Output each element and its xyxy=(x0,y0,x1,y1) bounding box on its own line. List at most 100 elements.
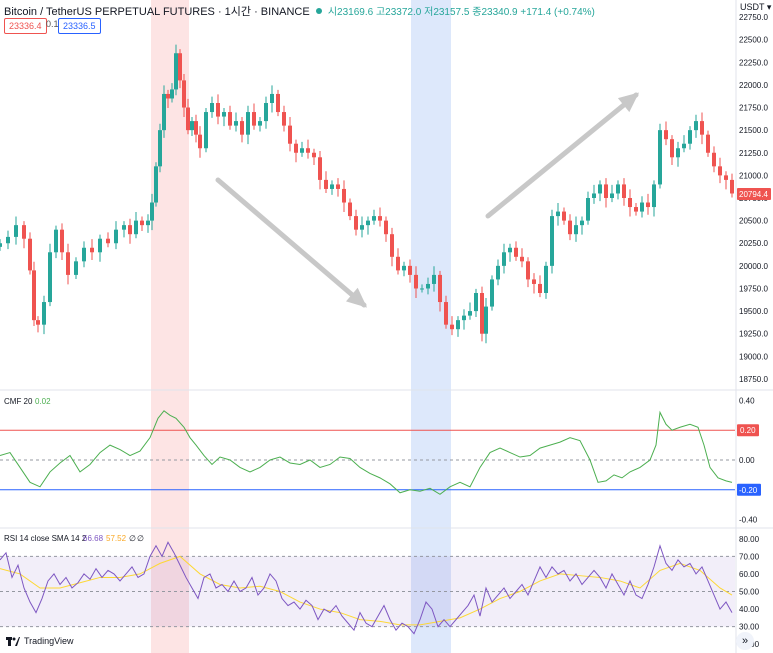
buy-price-button[interactable]: 23336.5 xyxy=(58,18,101,34)
trend-arrow-down-shaft xyxy=(215,177,367,308)
candle-body xyxy=(178,53,182,81)
rsi-title: RSI 14 close SMA 14 2 xyxy=(4,534,87,543)
trend-arrow-up-shaft xyxy=(485,92,639,219)
candle-body xyxy=(508,247,512,253)
candle-body xyxy=(502,252,506,266)
candle-body xyxy=(150,202,154,221)
candle-body xyxy=(408,265,412,275)
candle-body xyxy=(628,198,632,208)
candle-body xyxy=(182,80,186,108)
price-axis-tick-label: 19500.0 xyxy=(739,307,768,316)
candle-body xyxy=(6,236,10,244)
candle-body xyxy=(514,247,518,257)
candle-body xyxy=(186,107,190,131)
rsi-axis-tick-label: 50.00 xyxy=(739,588,760,597)
candle-body xyxy=(426,283,430,289)
candle-body xyxy=(526,261,530,280)
price-axis-tick-label: 18750.0 xyxy=(739,375,768,384)
candle-body xyxy=(610,193,614,198)
currency-selector[interactable]: USDT ▾ xyxy=(740,2,772,12)
candle-body xyxy=(166,93,170,99)
candle-body xyxy=(616,184,620,194)
candle-body xyxy=(336,184,340,189)
candle-body xyxy=(484,306,488,334)
candle-body xyxy=(712,152,716,167)
candle-body xyxy=(700,121,704,135)
scroll-right-button[interactable]: » xyxy=(736,632,754,650)
candle-body xyxy=(74,261,78,275)
price-axis-tick-label: 22250.0 xyxy=(739,58,768,67)
candle-body xyxy=(480,293,484,334)
price-axis-tick-label: 19750.0 xyxy=(739,284,768,293)
candle-body xyxy=(366,220,370,226)
rsi-empty-value-2: ∅ xyxy=(137,534,144,543)
candle-body xyxy=(402,265,406,271)
candle-body xyxy=(228,112,232,126)
candle-body xyxy=(520,256,524,262)
price-axis-tick-label: 20250.0 xyxy=(739,239,768,248)
candle-body xyxy=(490,279,494,307)
candle-body xyxy=(294,143,298,153)
sell-price-button[interactable]: 23336.4 xyxy=(4,18,47,34)
rsi-axis-tick-label: 60.00 xyxy=(739,570,760,579)
candle-body xyxy=(128,225,132,235)
candle-body xyxy=(568,220,572,235)
price-axis-tick-label: 21000.0 xyxy=(739,171,768,180)
price-axis-tick-label: 22000.0 xyxy=(739,81,768,90)
candle-body xyxy=(42,302,46,325)
candle-body xyxy=(146,220,150,226)
price-axis-tick-label: 22750.0 xyxy=(739,13,768,22)
candle-body xyxy=(432,274,436,284)
candle-body xyxy=(162,93,166,131)
candle-body xyxy=(360,225,364,230)
candle-body xyxy=(300,148,304,153)
candle-body xyxy=(324,179,328,189)
candle-body xyxy=(288,125,292,144)
candle-body xyxy=(82,247,86,262)
cmf-lower-tag xyxy=(737,483,761,496)
candle-body xyxy=(198,134,202,149)
candle-body xyxy=(240,121,244,135)
candle-body xyxy=(580,220,584,226)
cmf-upper-tag xyxy=(737,424,759,437)
candle-body xyxy=(114,229,118,244)
candle-body xyxy=(90,247,94,253)
candle-body xyxy=(22,225,26,239)
candle-body xyxy=(98,238,102,253)
rsi-sma-value: 57.52 xyxy=(106,534,127,543)
candle-body xyxy=(462,315,466,321)
current-price-label: 20794.4 xyxy=(739,190,768,199)
candle-body xyxy=(158,130,162,167)
candle-body xyxy=(640,202,644,212)
candle-body xyxy=(574,225,578,235)
candle-body xyxy=(396,256,400,271)
chart-header: Bitcoin / TetherUS PERPETUAL FUTURES · 1… xyxy=(4,3,595,19)
candle-body xyxy=(670,139,674,158)
candle-body xyxy=(676,148,680,158)
candle-body xyxy=(456,320,460,330)
candle-body xyxy=(646,202,650,208)
candle-body xyxy=(438,274,442,303)
rsi-value: 66.68 xyxy=(83,534,104,543)
tradingview-logo[interactable]: TradingView xyxy=(6,636,74,646)
price-axis-tick-label: 21500.0 xyxy=(739,126,768,135)
brand-name: TradingView xyxy=(24,636,74,646)
candle-body xyxy=(384,220,388,235)
cmf-series-line xyxy=(0,410,733,495)
candle-body xyxy=(134,220,138,235)
rsi-axis-tick-label: 40.00 xyxy=(739,605,760,614)
candle-body xyxy=(190,121,194,131)
price-axis-tick-label: 20500.0 xyxy=(739,217,768,226)
current-price-tag xyxy=(737,187,771,200)
candle-body xyxy=(420,288,424,290)
candle-body xyxy=(694,121,698,131)
candle-body xyxy=(468,311,472,316)
candle-body xyxy=(586,198,590,221)
candle-body xyxy=(634,207,638,212)
candle-body xyxy=(664,130,668,140)
highlight-zone-blue xyxy=(411,0,451,653)
candle-body xyxy=(234,121,238,126)
candle-body xyxy=(28,238,32,271)
candle-body xyxy=(36,320,40,325)
